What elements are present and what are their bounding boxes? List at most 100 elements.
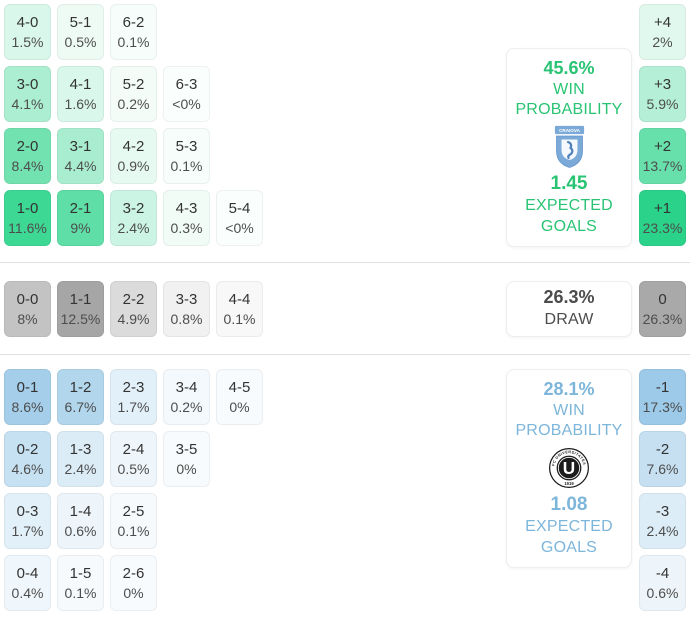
probability-label: 5.9% [646, 96, 679, 113]
probability-label: 0.6% [646, 585, 679, 602]
probability-label: 1.7% [11, 523, 44, 540]
score-cell-1-5: 1-5 0.1% [57, 555, 104, 611]
probability-label: <0% [225, 220, 254, 237]
score-label: +4 [653, 14, 672, 32]
section-divider-top [0, 262, 690, 263]
score-label: -2 [655, 441, 670, 459]
probability-label: 0.1% [117, 523, 150, 540]
goal-diff-cell-+2: +2 13.7% [639, 128, 686, 184]
probability-label: 1.5% [11, 34, 44, 51]
score-cell-0-3: 0-3 1.7% [4, 493, 51, 549]
craiova-inner-shield [561, 139, 577, 160]
probability-label: 1.6% [64, 96, 97, 113]
score-cell-1-4: 1-4 0.6% [57, 493, 104, 549]
home-win-block: 45.6% WIN PROBABILITY [509, 58, 629, 121]
probability-label: 7.6% [646, 461, 679, 478]
away-expected-label-line2: GOALS [540, 538, 598, 556]
score-cell-3-3: 3-3 0.8% [163, 281, 210, 337]
probability-label: 0.3% [170, 220, 203, 237]
score-label: 3-4 [175, 379, 198, 397]
score-label: 0-0 [16, 291, 39, 309]
probability-label: 0.9% [117, 158, 150, 175]
score-label: 3-2 [122, 200, 145, 218]
craiova-crest-icon: CRAIOVA [553, 124, 585, 168]
probability-label: 2.4% [117, 220, 150, 237]
score-label: 4-1 [69, 76, 92, 94]
score-cell-4-4: 4-4 0.1% [216, 281, 263, 337]
craiova-banner-text: CRAIOVA [559, 128, 581, 133]
goal-diff-cell--4: -4 0.6% [639, 555, 686, 611]
score-label: 0-2 [16, 441, 39, 459]
score-label: -4 [655, 565, 670, 583]
goal-diff-cell-+4: +4 2% [639, 4, 686, 60]
away-win-block: 28.1% WIN PROBABILITY [509, 379, 629, 442]
away-expected-goals-value: 1.08 [550, 494, 588, 516]
score-label: 4-4 [228, 291, 251, 309]
score-label: -3 [655, 503, 670, 521]
home-expected-label-line2: GOALS [540, 217, 598, 235]
draw-label: DRAW [544, 311, 594, 329]
score-cell-3-2: 3-2 2.4% [110, 190, 157, 246]
probability-label: 8% [17, 311, 38, 328]
probability-label: 1.7% [117, 399, 150, 416]
probability-label: 0.1% [170, 158, 203, 175]
away-win-label-line1: WIN [553, 401, 585, 419]
score-cell-3-4: 3-4 0.2% [163, 369, 210, 425]
score-cell-0-2: 0-2 4.6% [4, 431, 51, 487]
score-label: 5-4 [228, 200, 251, 218]
away-expected-goals-block: 1.08 EXPECTED GOALS [509, 494, 629, 558]
score-label: 1-3 [69, 441, 92, 459]
score-label: 1-0 [16, 200, 39, 218]
score-label: 4-5 [228, 379, 251, 397]
probability-label: 4.9% [117, 311, 150, 328]
probability-label: 0.4% [11, 585, 44, 602]
probability-label: 0.2% [117, 96, 150, 113]
score-label: 0-4 [16, 565, 39, 583]
probability-label: 0.5% [64, 34, 97, 51]
score-label: 3-1 [69, 138, 92, 156]
probability-label: 12.5% [60, 311, 101, 328]
probability-label: 2% [652, 34, 673, 51]
probability-label: 17.3% [642, 399, 683, 416]
probability-label: 0% [176, 461, 197, 478]
probability-label: 2.4% [64, 461, 97, 478]
score-label: +1 [653, 200, 672, 218]
score-cell-5-1: 5-1 0.5% [57, 4, 104, 60]
score-label: +3 [653, 76, 672, 94]
probability-label: 0.5% [117, 461, 150, 478]
score-label: +2 [653, 138, 672, 156]
score-cell-3-0: 3-0 4.1% [4, 66, 51, 122]
probability-label: 6.7% [64, 399, 97, 416]
away-expected-label-line1: EXPECTED [525, 518, 613, 536]
craiova-lion-mark [566, 140, 573, 159]
score-label: 2-5 [122, 503, 145, 521]
home-win-panel: 45.6% WIN PROBABILITY CRAIOVA 1.45 EXPEC… [506, 48, 632, 247]
score-label: 2-4 [122, 441, 145, 459]
score-cell-3-1: 3-1 4.4% [57, 128, 104, 184]
score-cell-2-5: 2-5 0.1% [110, 493, 157, 549]
score-label: 5-3 [175, 138, 198, 156]
home-win-label-line2: PROBABILITY [515, 101, 623, 119]
probability-label: 0.8% [170, 311, 203, 328]
score-label: 2-0 [16, 138, 39, 156]
home-expected-goals-block: 1.45 EXPECTED GOALS [509, 173, 629, 237]
score-label: 0-3 [16, 503, 39, 521]
score-label: 1-5 [69, 565, 92, 583]
away-win-panel: 28.1% WIN PROBABILITY FC UNIVERSITATEA C… [506, 369, 632, 568]
ucluj-inner-circle [556, 455, 582, 481]
away-win-probability-value: 28.1% [543, 379, 595, 399]
ucluj-letter: U [563, 458, 575, 478]
probability-label: 8.6% [11, 399, 44, 416]
away-win-label-line2: PROBABILITY [515, 422, 623, 440]
score-cell-4-5: 4-5 0% [216, 369, 263, 425]
goal-diff-cell-0: 0 26.3% [639, 281, 686, 337]
score-label: 3-3 [175, 291, 198, 309]
goal-diff-cell-+3: +3 5.9% [639, 66, 686, 122]
goal-diff-cell-+1: +1 23.3% [639, 190, 686, 246]
score-label: 2-3 [122, 379, 145, 397]
score-cell-0-4: 0-4 0.4% [4, 555, 51, 611]
score-cell-1-2: 1-2 6.7% [57, 369, 104, 425]
score-cell-5-3: 5-3 0.1% [163, 128, 210, 184]
probability-label: 8.4% [11, 158, 44, 175]
